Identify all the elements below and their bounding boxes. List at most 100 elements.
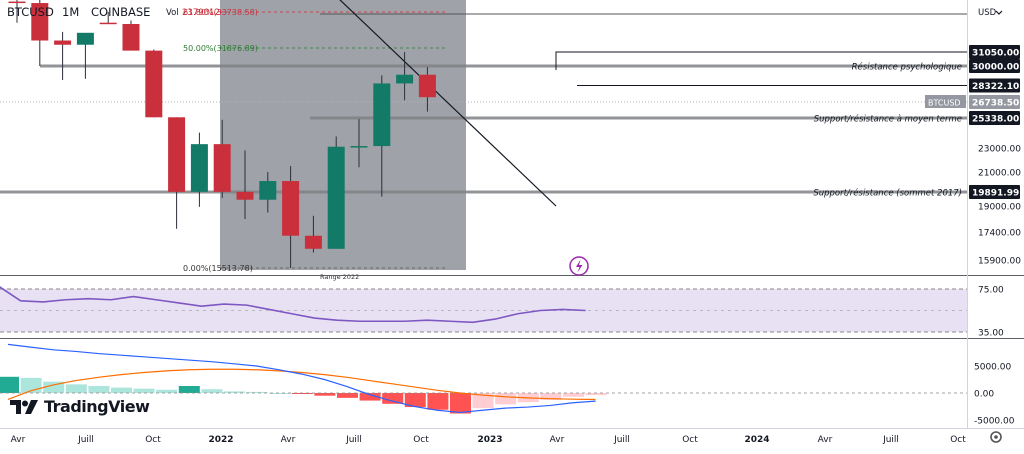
macd-histogram-bar (0, 376, 19, 393)
fibonacci-layer: 61.80%(33738.58) 50.00%(31876.89) 0.00%(15… (183, 8, 446, 273)
macd-histogram-bar (450, 393, 471, 414)
candle-down (213, 144, 231, 192)
time-tick-label: Oct (145, 435, 161, 445)
rsi-pane (0, 286, 967, 333)
time-tick-label: Oct (950, 435, 966, 445)
trendline-layer (339, 0, 557, 207)
symbol-ticker[interactable]: BTCUSD (7, 5, 54, 19)
macd-histogram-bar (88, 385, 110, 393)
price-axis[interactable]: 23000.00 21000.00 19000.00 17400.00 15900.00… (925, 45, 1021, 427)
range-2022-label: Range 2022 (320, 273, 359, 281)
macd-signal-line (7, 368, 596, 401)
symbol-price-tag-label: BTCUSD (928, 99, 961, 108)
macd-histogram-bar (156, 389, 178, 393)
time-tick-label: Juill (613, 435, 630, 445)
event-lightning-icon[interactable] (569, 256, 589, 276)
macd-histogram-bar (359, 393, 381, 401)
level-label: Résistance psychologique (852, 62, 962, 73)
candle-down (168, 117, 186, 192)
macd-histogram-bar (540, 393, 562, 401)
candle-down (304, 235, 322, 249)
macd-histogram-bar (43, 381, 65, 393)
price-tick-label: 19000.00 (978, 203, 1021, 213)
macd-tick-label: -5000.00 (974, 417, 1015, 427)
symbol-interval[interactable]: 1M (62, 5, 79, 19)
candle-down (122, 23, 140, 51)
macd-tick-label: 5000.00 (974, 363, 1011, 373)
rsi-tick-label: 75.00 (978, 286, 1004, 296)
currency-selector[interactable]: USD (978, 8, 997, 18)
symbol-price-tag (925, 95, 966, 108)
macd-histogram-bar (111, 387, 132, 393)
macd-line (7, 343, 596, 414)
candle-down (54, 40, 72, 45)
trendline (339, 0, 557, 207)
tradingview-logo-icon (10, 399, 38, 414)
price-badge (969, 95, 1020, 109)
volume-value: 2379012 (182, 8, 220, 18)
candle-up (396, 74, 414, 84)
time-tick-label: Juill (345, 435, 362, 445)
macd-histogram-bar (404, 393, 426, 408)
fib-label: 61.80%(33738.58) (183, 8, 258, 17)
macd-histogram-bar (65, 384, 87, 393)
candles-layer (8, 0, 436, 268)
candle-up (76, 32, 94, 45)
rsi-line (0, 286, 586, 324)
candle-down (31, 3, 49, 41)
time-tick-label: 2023 (477, 435, 502, 445)
time-tick-label: Oct (413, 435, 429, 445)
macd-histogram-bar (427, 393, 449, 410)
time-tick-label: 2024 (744, 435, 769, 445)
macd-histogram-bar (224, 391, 245, 393)
fib-label: 0.00%(15513.78) (183, 264, 253, 273)
price-badge-label: 19891.99 (972, 189, 1019, 199)
time-tick-label: Juill (77, 435, 94, 445)
macd-histogram-bar (563, 393, 584, 397)
candle-up (259, 181, 277, 200)
candle-down (145, 50, 163, 118)
price-badge-label: 31050.00 (972, 49, 1019, 59)
candle-up (373, 83, 391, 147)
price-badge (969, 45, 1020, 59)
time-tick-label: Oct (682, 435, 698, 445)
macd-histogram-bar (246, 391, 268, 393)
time-axis[interactable]: Avr Juill Oct 2022 Avr Juill Oct 2023 Avr Juill Oc… (11, 435, 967, 445)
symbol-exchange[interactable]: COINBASE (91, 5, 150, 19)
macd-histogram-bar (585, 393, 607, 396)
macd-histogram-bar (382, 393, 404, 404)
price-badge-label: 25338.00 (972, 115, 1019, 125)
macd-histogram-bar (291, 393, 313, 394)
macd-tick-label: 0.00 (974, 390, 994, 400)
settings-gear-icon[interactable] (990, 431, 1002, 443)
price-tick-label: 15900.00 (978, 257, 1021, 267)
candle-down (99, 22, 117, 25)
macd-histogram-bar (201, 389, 223, 393)
candle-up (190, 144, 208, 192)
price-tick-label: 23000.00 (978, 145, 1021, 155)
macd-histogram-bar (133, 388, 155, 393)
price-badge-label: 30000.00 (972, 63, 1019, 73)
candle-down (236, 191, 254, 200)
candle-down (282, 181, 300, 236)
time-tick-label: Juill (882, 435, 899, 445)
candle-up (350, 146, 368, 148)
tradingview-logo: TradingView (10, 397, 150, 416)
level-label: Support/résistance (sommet 2017) (813, 188, 962, 199)
price-tick-label: 17400.00 (978, 229, 1021, 239)
chevron-down-icon[interactable] (995, 10, 1003, 15)
volume-label: Vol (166, 8, 179, 18)
price-badge (969, 59, 1020, 73)
level-line-31050 (555, 51, 967, 70)
price-tick-label: 21000.00 (978, 169, 1021, 179)
price-badge-label: 26738.50 (972, 99, 1019, 109)
candle-up (327, 146, 345, 249)
macd-histogram-bar (472, 393, 494, 409)
macd-histogram-bar (337, 393, 358, 398)
time-tick-label: 2022 (208, 435, 233, 445)
rsi-tick-label: 35.00 (978, 329, 1004, 339)
levels-layer: Résistance psychologique Support/résistan… (0, 13, 967, 199)
macd-histogram-bar (178, 385, 200, 393)
